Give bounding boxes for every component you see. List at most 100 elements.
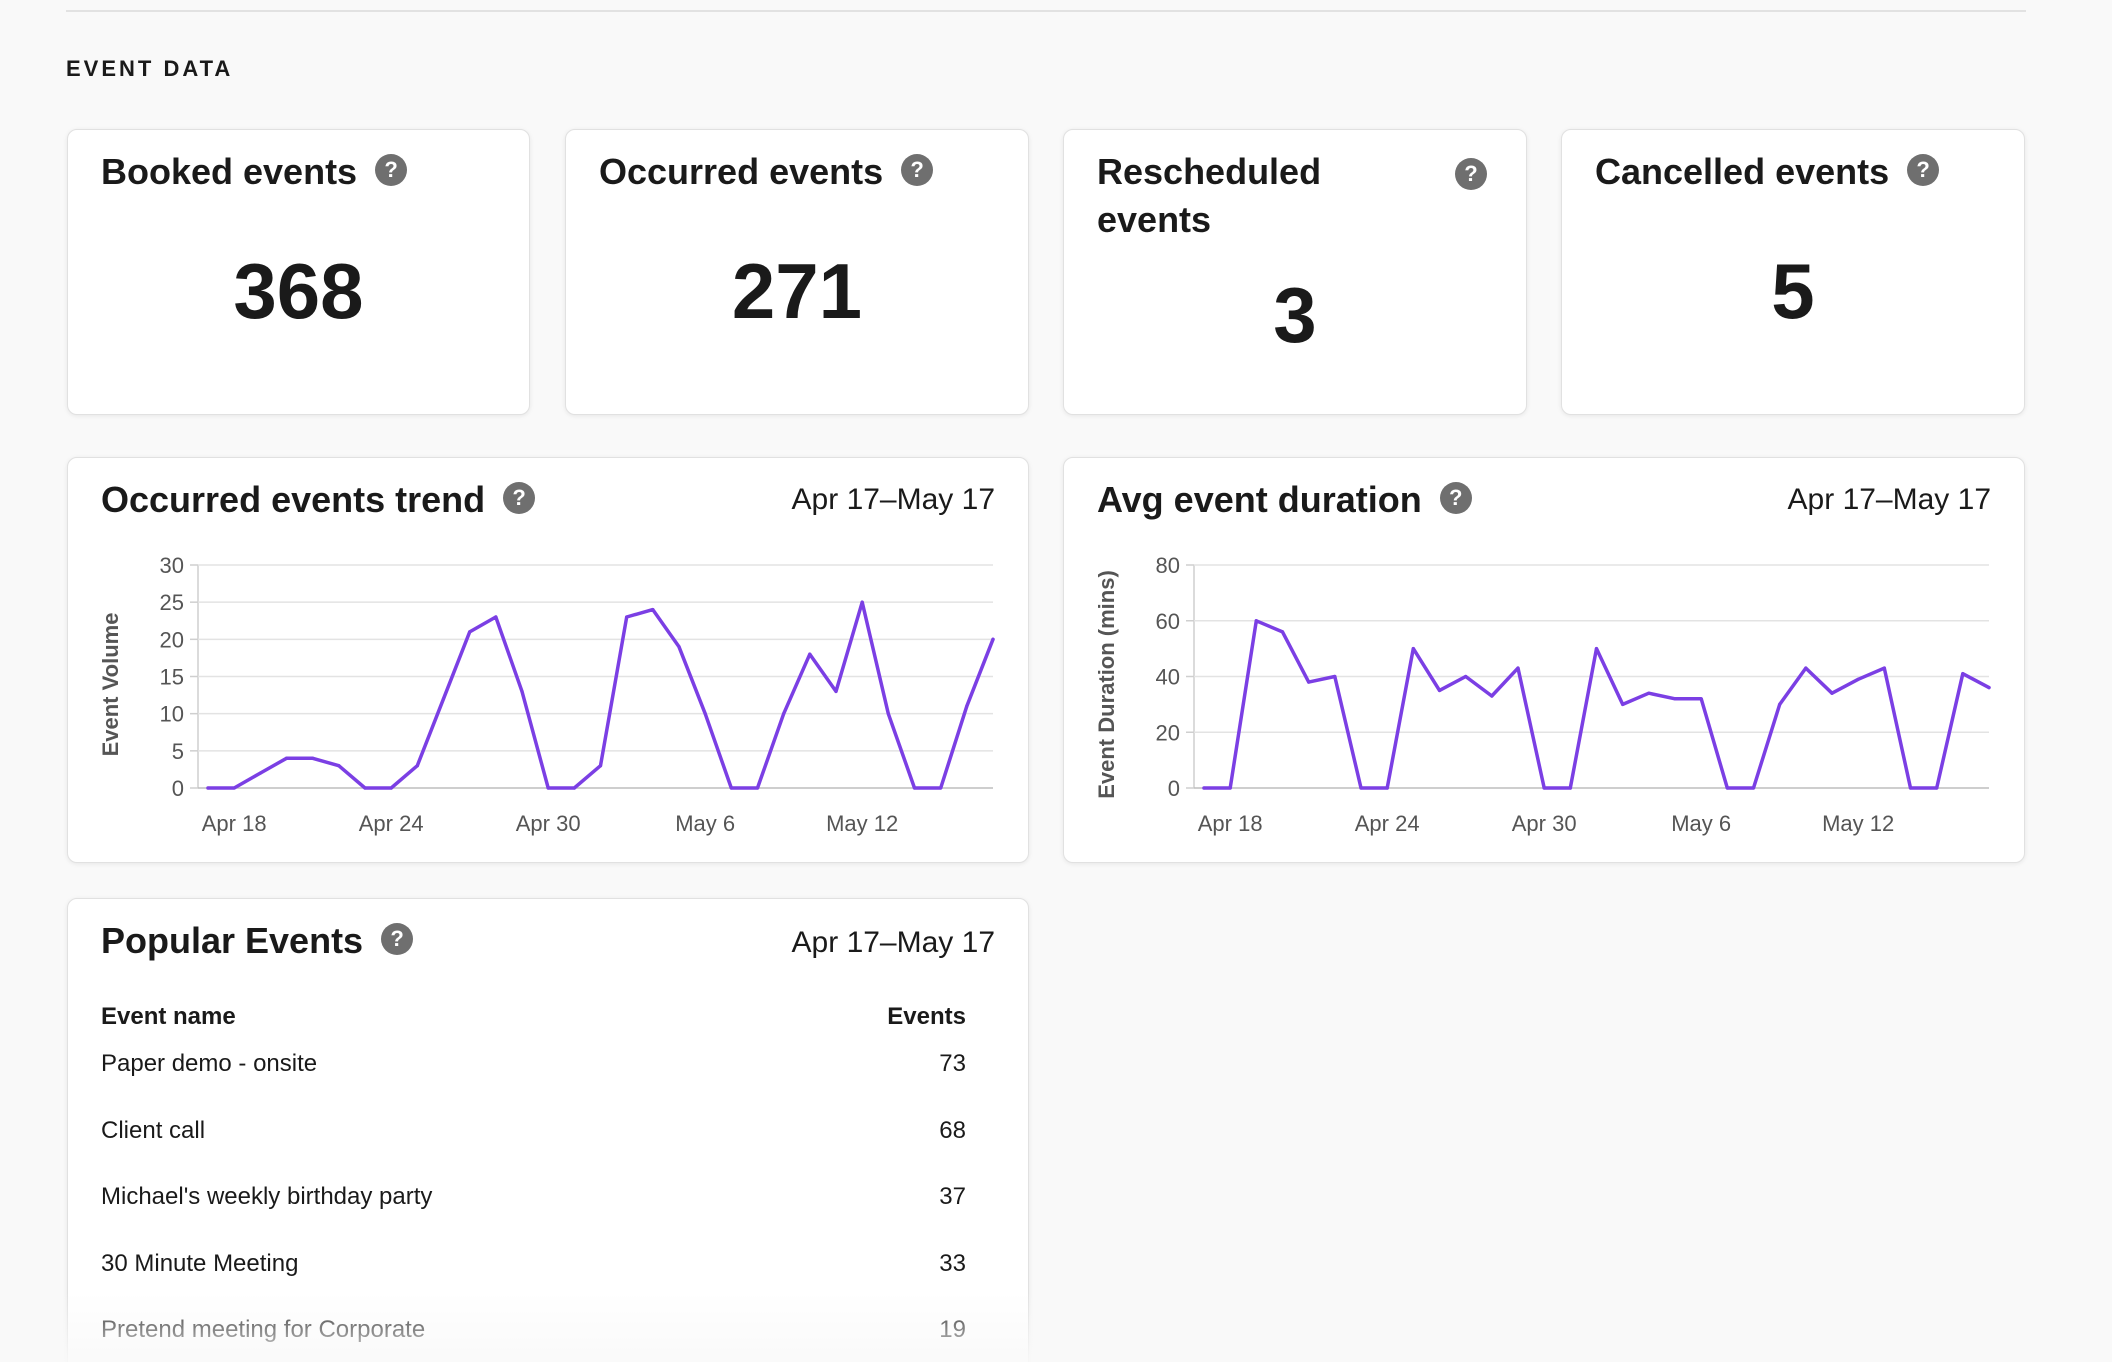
panel-title: Avg event duration? [1097,476,1472,524]
occurred-trend-panel: Occurred events trend? Apr 17–May 17 0 5 1… [67,457,1029,863]
stat-title-cancelled: Cancelled events? [1595,148,1944,196]
panel-title-text: Avg event duration [1097,479,1422,520]
trend-y-tick-label: 20 [160,627,184,652]
help-icon[interactable]: ? [1455,158,1487,190]
trend-data-point [598,764,603,768]
trend-data-point [965,704,969,708]
event-name[interactable]: 30 Minute Meeting [101,1250,299,1277]
duration-data-point [1830,691,1834,695]
date-range: Apr 17–May 17 [791,483,995,516]
duration-data-point [1882,666,1886,670]
duration-data-point [1359,786,1363,790]
event-count: 33 [939,1250,966,1277]
duration-data-point [1280,630,1285,634]
help-icon[interactable]: ? [901,154,934,187]
duration-x-tick-label: Apr 18 [1198,811,1263,836]
help-icon[interactable]: ? [503,482,536,515]
duration-data-point [1202,786,1206,790]
trend-data-point [860,600,864,604]
trend-y-tick-label: 15 [160,665,184,690]
trend-y-tick-label: 30 [160,553,184,578]
trend-data-point [703,712,707,716]
trend-data-point [363,786,367,790]
stat-value-cancelled: 5 [1771,247,1815,335]
duration-data-point [1961,672,1965,676]
trend-series-line [206,600,995,790]
column-header-events[interactable]: Events [887,1003,966,1030]
duration-data-point [1987,686,1991,690]
help-icon[interactable]: ? [381,923,414,956]
duration-y-tick-label: 40 [1156,665,1180,690]
trend-y-tick-label: 10 [160,702,184,727]
duration-x-tick-label: May 6 [1671,811,1731,836]
panel-title-text: Popular Events [101,920,364,961]
event-count: 73 [939,1050,966,1077]
duration-data-point [1804,666,1808,670]
event-name[interactable]: Michael's weekly birthday party [101,1183,433,1210]
trend-data-point [991,637,995,641]
duration-data-point [1385,786,1389,790]
popular-events-panel: Popular Events? Apr 17–May 17 Event name… [67,898,1029,1362]
trend-data-point [625,615,629,619]
trend-data-point [939,786,943,790]
duration-data-point [1908,786,1913,790]
stat-title-occurred: Occurred events? [599,148,948,196]
top-divider [66,10,2026,12]
event-name[interactable]: Paper demo - onsite [101,1050,318,1077]
trend-data-point [494,615,498,619]
event-name[interactable]: Client call [101,1117,206,1144]
trend-x-tick-label: May 6 [675,811,735,836]
trend-data-point [651,608,655,612]
duration-y-tick-label: 20 [1156,720,1180,745]
trend-data-point [441,697,446,701]
date-range: Apr 17–May 17 [791,926,995,959]
stat-label: Occurred events [599,151,884,192]
duration-data-point [1568,786,1572,790]
trend-y-axis-label: Event Volume [98,613,123,757]
stat-card-rescheduled: Rescheduled events ? 3 [1063,129,1527,415]
event-count: 37 [939,1183,966,1210]
event-name[interactable]: Pretend meeting for Corporate [101,1316,426,1343]
help-icon[interactable]: ? [1439,482,1472,515]
duration-data-point [1228,786,1232,790]
event-count: 68 [939,1117,966,1144]
trend-data-point [520,689,524,693]
duration-data-point [1647,691,1651,695]
section-title: EVENT DATA [66,56,234,81]
duration-x-tick-label: Apr 24 [1355,811,1420,836]
trend-x-tick-label: Apr 24 [359,811,424,836]
duration-data-point [1699,697,1703,701]
duration-data-point [1673,697,1677,701]
duration-data-point [1307,680,1311,684]
help-icon[interactable]: ? [1907,154,1940,187]
trend-x-tick-label: May 12 [826,811,898,836]
trend-data-point [808,652,812,656]
stat-card-occurred: Occurred events? 271 [565,129,1029,415]
duration-data-point [1411,647,1415,651]
column-header-event-name[interactable]: Event name [101,1003,236,1030]
duration-data-point [1725,786,1729,790]
trend-y-tick-label: 0 [172,776,184,801]
stat-title-rescheduled: Rescheduled events [1097,151,1322,240]
date-range: Apr 17–May 17 [1787,483,1991,516]
duration-data-point [1464,674,1468,679]
help-icon[interactable]: ? [375,154,408,187]
trend-y-tick-label: 25 [160,590,184,615]
avg-duration-panel: Avg event duration? Apr 17–May 17 0 20 40 6… [1063,457,2025,863]
stat-value-rescheduled: 3 [1273,271,1317,359]
panel-title: Popular Events? [101,917,414,965]
duration-data-point [1621,702,1625,706]
event-count: 19 [939,1316,966,1343]
duration-x-tick-label: May 12 [1822,811,1894,836]
trend-y-tick-label: 5 [172,739,184,764]
trend-data-point [912,786,917,790]
stat-card-cancelled: Cancelled events? 5 [1561,129,2025,415]
trend-x-tick-label: Apr 30 [516,811,581,836]
trend-data-point [311,756,315,760]
trend-data-point [886,712,890,716]
trend-data-point [415,764,419,768]
panel-title: Occurred events trend? [101,476,536,524]
duration-data-point [1333,674,1337,679]
stat-title-booked: Booked events? [101,148,449,196]
trend-data-point [284,756,289,760]
